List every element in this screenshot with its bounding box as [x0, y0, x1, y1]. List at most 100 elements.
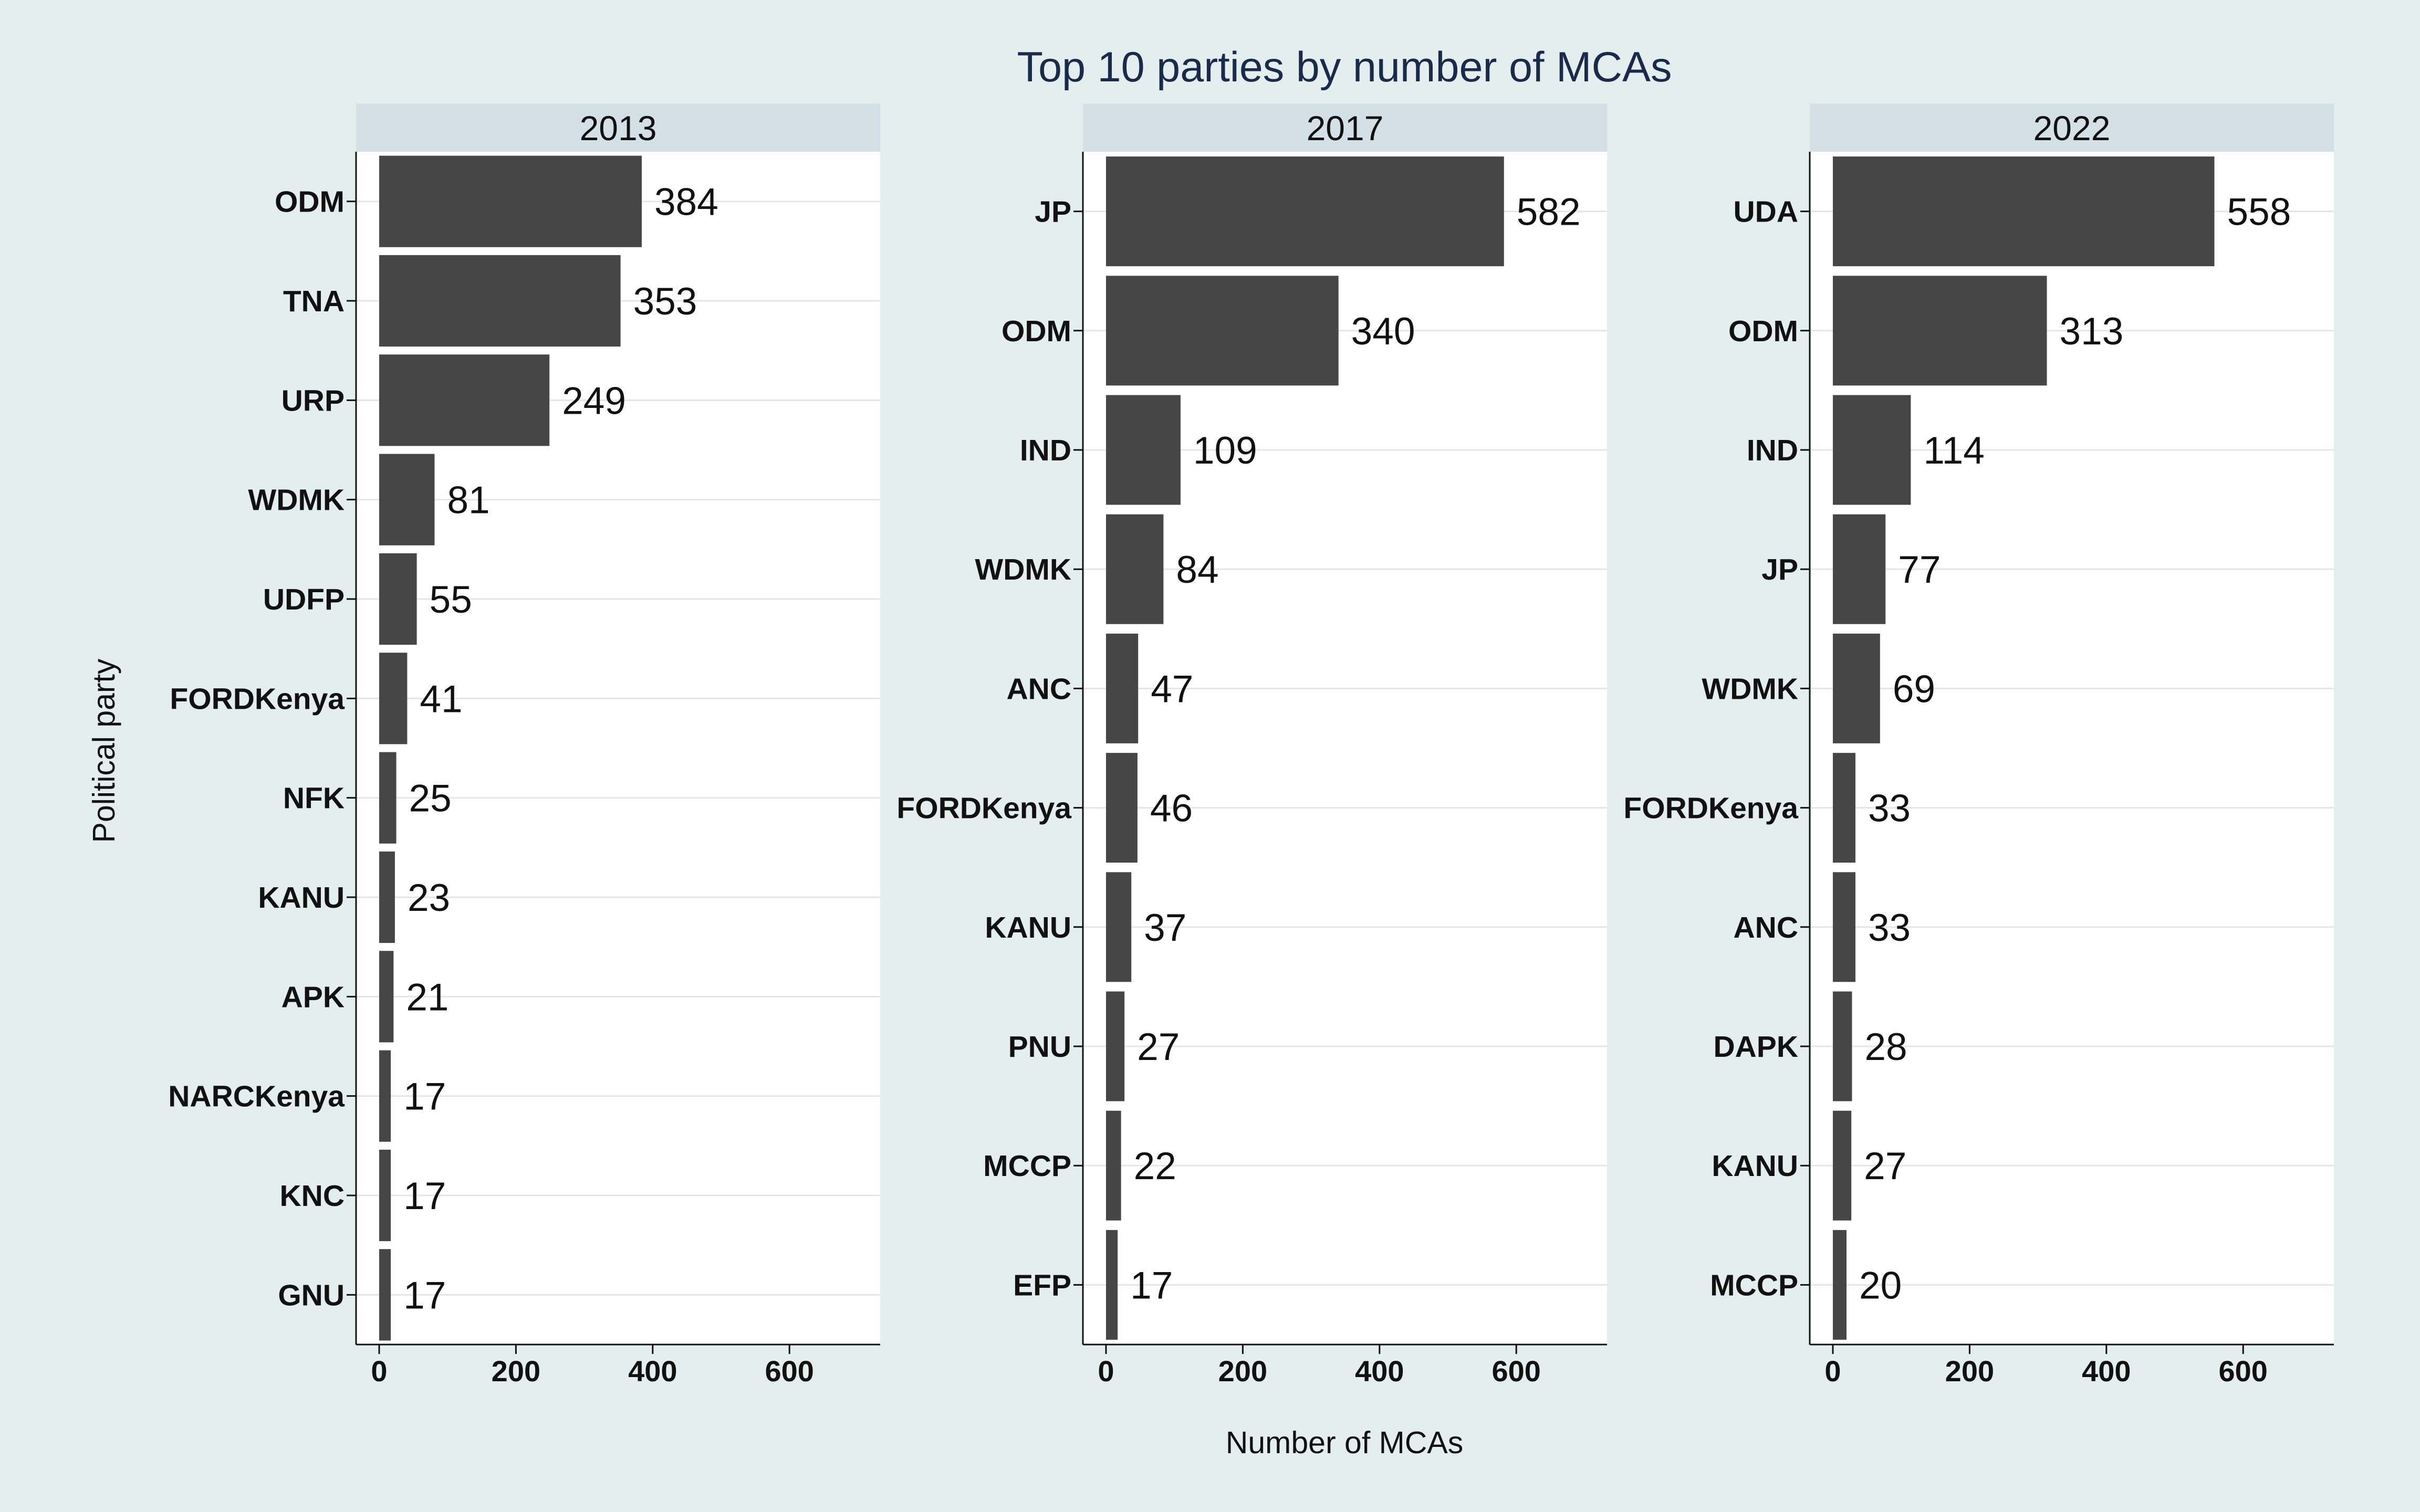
category-label-FORDKenya: FORDKenya [1623, 792, 1799, 825]
category-label-WDMK: WDMK [1702, 672, 1798, 706]
bar-UDFP [379, 553, 417, 645]
x-tick-label: 200 [492, 1354, 540, 1388]
category-label-UDFP: UDFP [263, 583, 345, 616]
chart-title: Top 10 parties by number of MCAs [1017, 44, 1672, 91]
bar-URP [379, 354, 550, 446]
panel-background [356, 152, 880, 1345]
category-label-APK: APK [281, 980, 345, 1014]
category-label-UDA: UDA [1734, 195, 1799, 229]
category-label-KANU: KANU [258, 881, 345, 915]
x-tick-label: 0 [1824, 1354, 1841, 1388]
category-label-ODM: ODM [1002, 314, 1071, 348]
value-label-WDMK: 84 [1176, 549, 1218, 591]
bar-IND [1106, 395, 1181, 505]
bar-KANU [1833, 1110, 1852, 1221]
bar-IND [1833, 395, 1911, 505]
value-label-FORDKenya: 41 [420, 678, 462, 720]
value-label-JP: 582 [1517, 191, 1581, 234]
value-label-NFK: 25 [409, 778, 452, 820]
value-label-DAPK: 28 [1864, 1026, 1907, 1068]
category-label-NARCKenya: NARCKenya [168, 1080, 345, 1114]
y-axis-title: Political party [87, 658, 121, 843]
value-label-KNC: 17 [403, 1175, 446, 1217]
x-axis-title: Number of MCAs [1226, 1425, 1463, 1460]
bar-NARCKenya [379, 1050, 391, 1142]
value-label-KANU: 37 [1144, 907, 1186, 949]
x-tick-label: 200 [1945, 1354, 1994, 1388]
value-label-URP: 249 [562, 380, 626, 422]
facet-strip [1083, 103, 1607, 152]
bar-FORDKenya [1833, 753, 1855, 863]
bar-MCCP [1833, 1230, 1847, 1340]
value-label-FORDKenya: 46 [1150, 788, 1193, 830]
value-label-GNU: 17 [403, 1274, 446, 1317]
value-label-ODM: 340 [1351, 310, 1415, 353]
bar-ANC [1106, 633, 1139, 743]
value-label-KANU: 27 [1864, 1145, 1906, 1188]
value-label-ANC: 47 [1151, 668, 1193, 710]
category-label-DAPK: DAPK [1713, 1030, 1798, 1064]
category-label-GNU: GNU [278, 1278, 345, 1312]
category-label-MCCP: MCCP [1710, 1268, 1798, 1302]
value-label-MCCP: 22 [1134, 1145, 1176, 1188]
x-tick-label: 0 [1098, 1354, 1114, 1388]
value-label-WDMK: 69 [1893, 668, 1935, 710]
facet-strip-label: 2017 [1307, 109, 1384, 148]
x-tick-label: 400 [1355, 1354, 1404, 1388]
bar-ODM [379, 155, 642, 247]
bar-DAPK [1833, 991, 1852, 1101]
x-tick-label: 200 [1218, 1354, 1267, 1388]
facet-panel-2013: 2013 384 ODM 353 TNA 249 URP 81 WDMK 55 UDFP 41 FORD… [168, 103, 880, 1388]
value-label-KANU: 23 [408, 877, 450, 919]
x-tick-label: 400 [2082, 1354, 2131, 1388]
value-label-ODM: 313 [2060, 310, 2124, 353]
bar-WDMK [379, 454, 435, 545]
bar-APK [379, 951, 394, 1043]
category-label-ODM: ODM [1728, 314, 1798, 348]
value-label-JP: 77 [1898, 549, 1941, 591]
bar-NFK [379, 752, 397, 844]
x-tick-label: 600 [1491, 1354, 1540, 1388]
category-label-EFP: EFP [1013, 1268, 1071, 1302]
value-label-APK: 21 [406, 976, 448, 1018]
category-label-MCCP: MCCP [983, 1149, 1071, 1183]
facet-strip [1810, 103, 2334, 152]
value-label-TNA: 353 [633, 280, 697, 323]
facet-strip [356, 103, 880, 152]
x-tick-label: 400 [628, 1354, 677, 1388]
bar-ODM [1106, 276, 1339, 386]
bar-FORDKenya [379, 653, 408, 744]
bar-KANU [379, 851, 395, 943]
facet-panels: 2013 384 ODM 353 TNA 249 URP 81 WDMK 55 UDFP 41 FORD… [168, 103, 2334, 1388]
value-label-NARCKenya: 17 [403, 1076, 446, 1118]
category-label-WDMK: WDMK [248, 484, 345, 517]
category-label-FORDKenya: FORDKenya [170, 682, 345, 716]
category-label-NFK: NFK [283, 782, 345, 815]
bar-UDA [1833, 156, 2215, 267]
bar-JP [1106, 156, 1504, 267]
category-label-ODM: ODM [275, 185, 345, 219]
category-label-KANU: KANU [1712, 1149, 1798, 1183]
category-label-IND: IND [1020, 434, 1071, 467]
category-label-ANC: ANC [1007, 672, 1072, 706]
value-label-ANC: 33 [1868, 907, 1911, 949]
bar-WDMK [1106, 514, 1164, 624]
facet-panel-2022: 2022 558 UDA 313 ODM 114 IND 77 JP 69 WDMK 33 FORDKe… [1623, 103, 2334, 1388]
value-label-UDFP: 55 [430, 579, 472, 621]
bar-KNC [379, 1149, 391, 1242]
value-label-WDMK: 81 [447, 479, 489, 522]
bar-GNU [379, 1249, 391, 1341]
value-label-IND: 114 [1923, 429, 1984, 472]
value-label-IND: 109 [1193, 429, 1257, 472]
bar-ANC [1833, 872, 1855, 982]
category-label-KNC: KNC [280, 1179, 345, 1213]
bar-EFP [1106, 1230, 1118, 1340]
facet-strip-label: 2013 [580, 109, 657, 148]
category-label-PNU: PNU [1008, 1030, 1071, 1064]
category-label-JP: JP [1035, 195, 1071, 229]
category-label-ANC: ANC [1734, 911, 1799, 944]
bar-MCCP [1106, 1110, 1121, 1221]
x-tick-label: 600 [765, 1354, 813, 1388]
bar-FORDKenya [1106, 753, 1138, 863]
